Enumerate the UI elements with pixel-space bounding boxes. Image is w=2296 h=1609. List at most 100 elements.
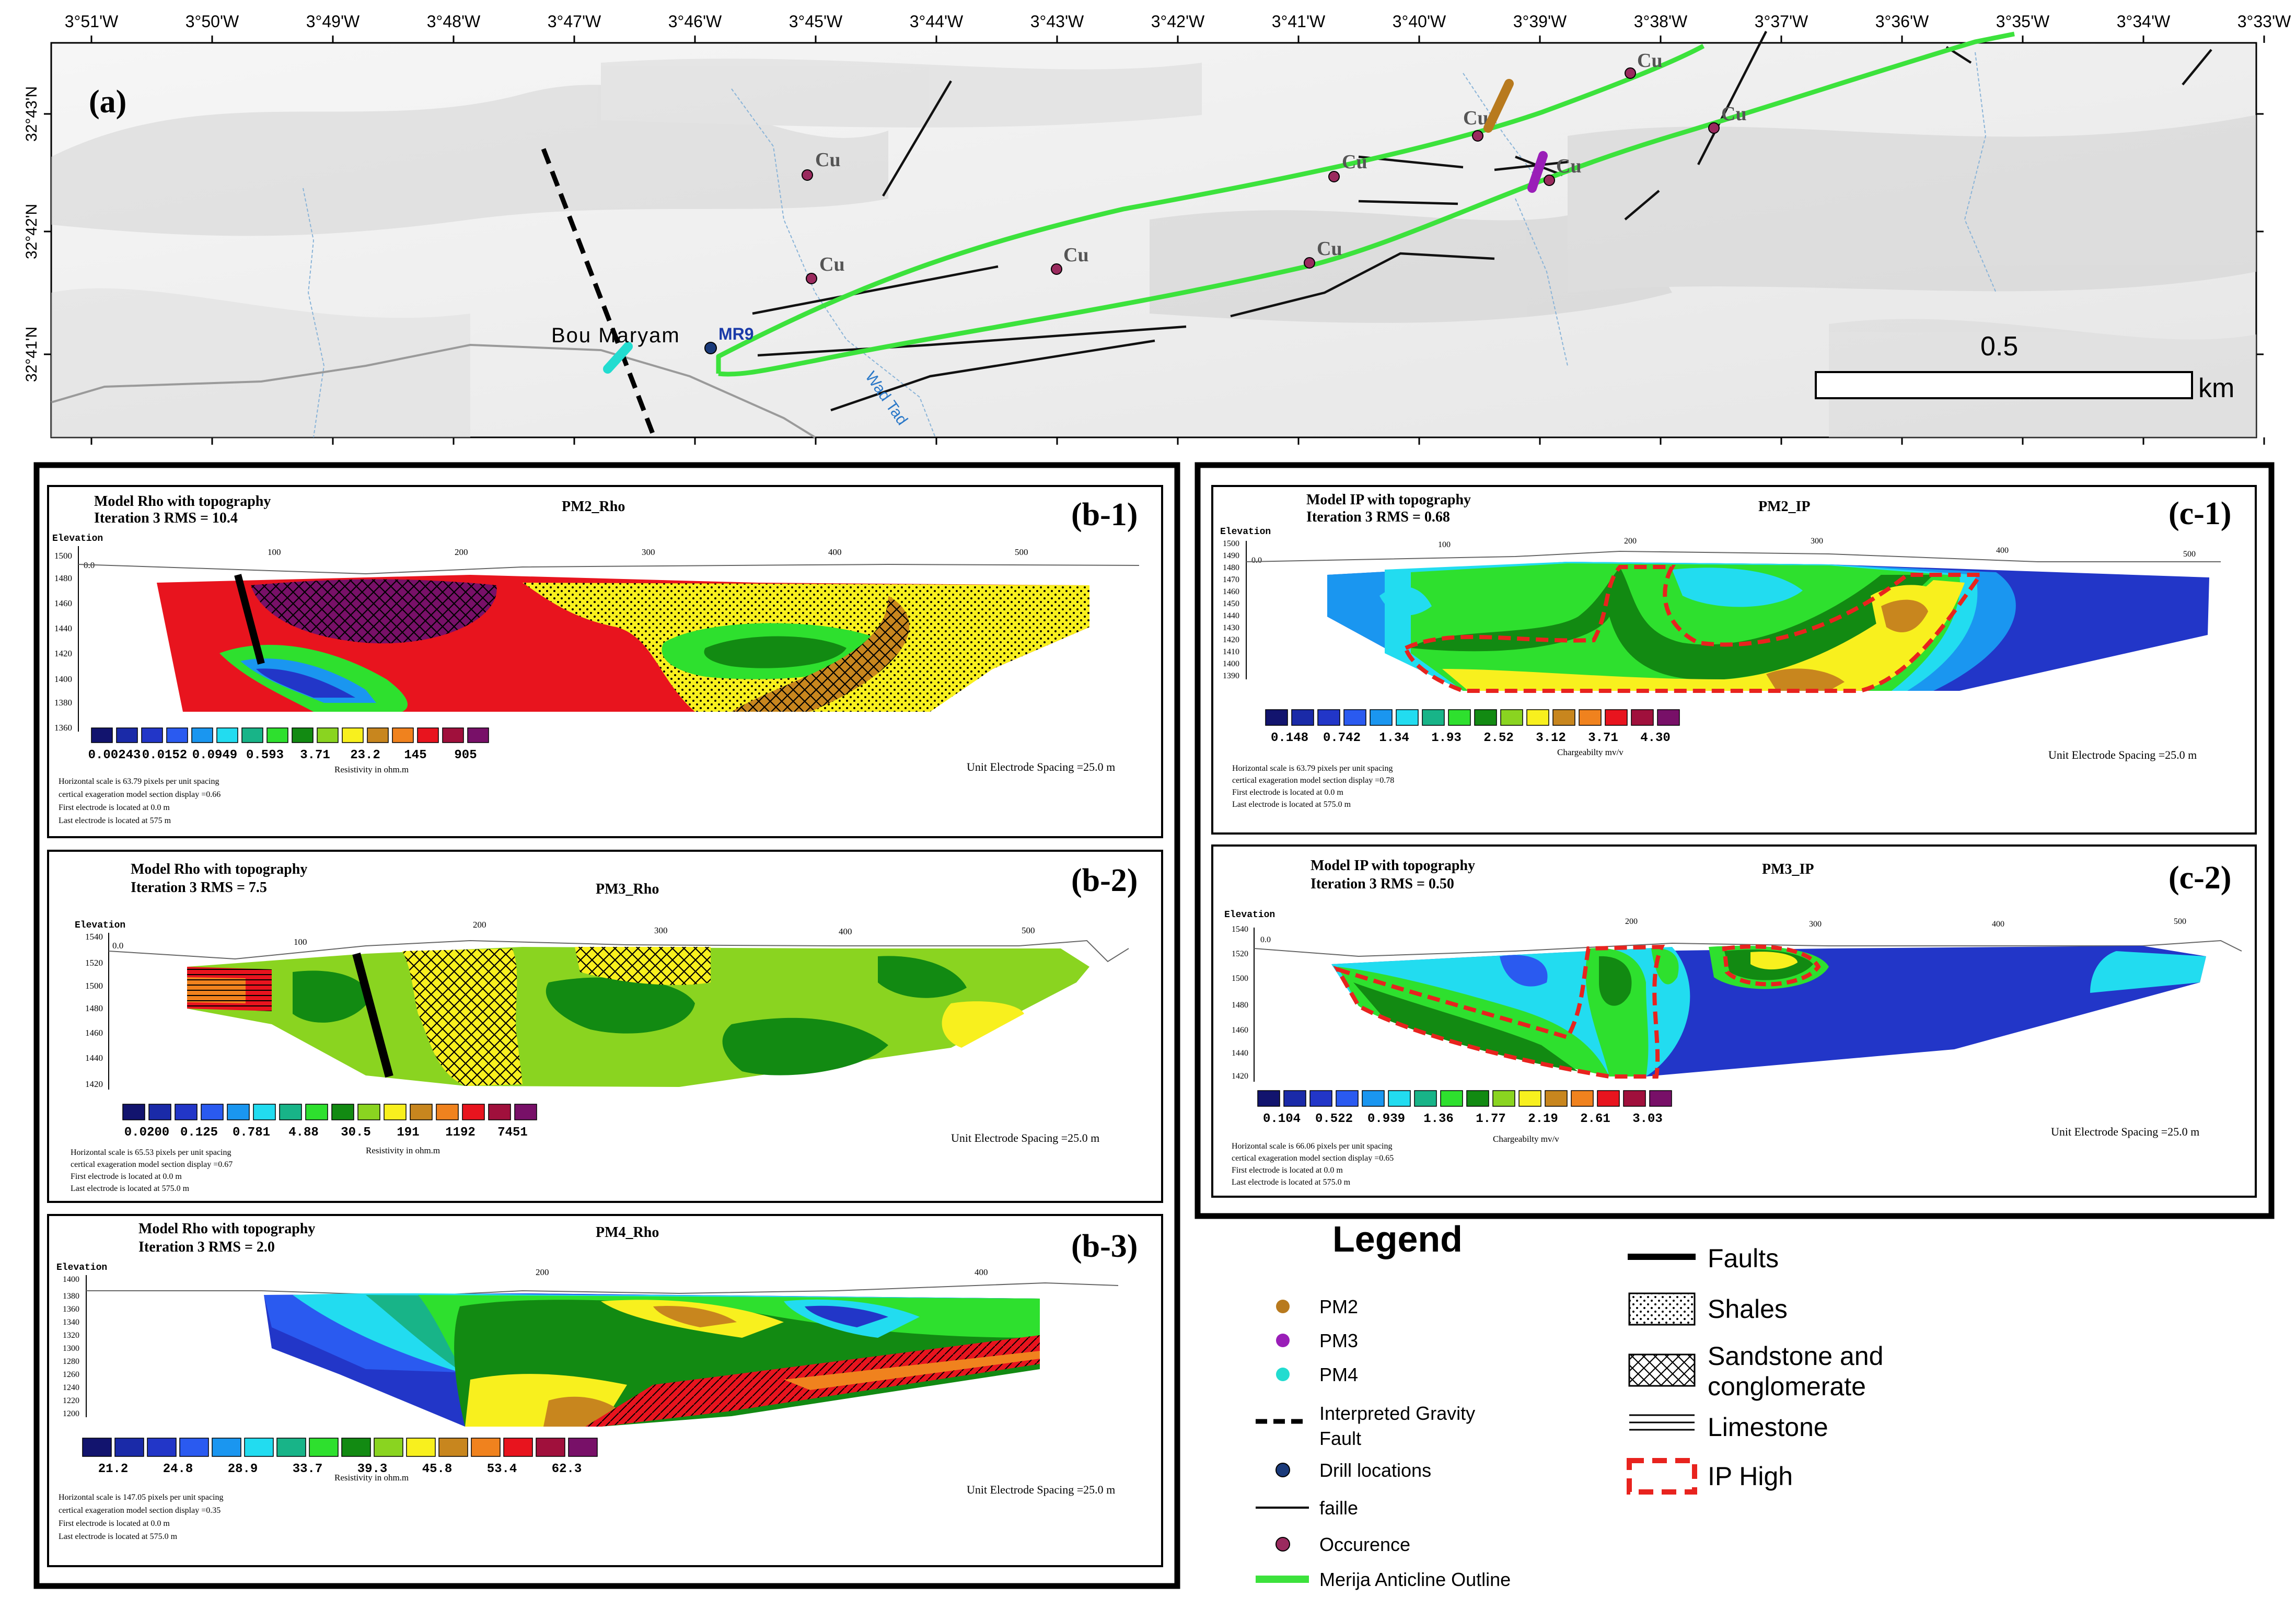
scale-swatch <box>276 1438 306 1457</box>
panel-iteration: Iteration 3 RMS = 10.4 <box>94 510 238 526</box>
scale-value: 7451 <box>497 1126 528 1140</box>
scale-value: 3.12 <box>1536 731 1566 745</box>
scale-swatch <box>374 1438 403 1457</box>
elev-tick: 1500 <box>1232 974 1248 983</box>
scale-swatch <box>417 727 439 743</box>
elev-tick: 1470 <box>1223 575 1239 584</box>
scale-swatch <box>122 1104 145 1120</box>
note-line: certical exageration model section displ… <box>1232 776 1394 785</box>
elevation-axis: 1500 1480 1460 1440 1420 1400 1380 1360 <box>54 546 79 733</box>
scale-swatch <box>331 1104 354 1120</box>
lon-tick-label: 3°44'W <box>910 12 964 31</box>
color-scale: 0.148 0.742 1.34 1.93 2.52 3.12 3.71 4.30 <box>1265 709 1680 745</box>
scale-swatch <box>201 1104 224 1120</box>
map-panel-label: (a) <box>89 84 126 120</box>
note-line: First electrode is located at 0.0 m <box>59 803 170 812</box>
scale-swatch <box>309 1438 339 1457</box>
note-line: certical exageration model section displ… <box>59 1506 221 1515</box>
scale-value: 24.8 <box>163 1462 193 1476</box>
panel-c-2: Model IP with topography Iteration 3 RMS… <box>1211 844 2257 1198</box>
dist-tick: 100 <box>1438 540 1451 549</box>
scale-swatch <box>317 727 339 743</box>
longitude-ticks: 3°51'W 3°50'W 3°49'W 3°48'W 3°47'W 3°46'W 3°45… <box>65 12 2291 445</box>
note-line: certical exageration model section displ… <box>71 1160 233 1169</box>
topography-line <box>108 940 1129 963</box>
dist-tick: 0.0 <box>1251 556 1262 565</box>
scale-swatch <box>342 727 364 743</box>
scale-swatch <box>367 727 389 743</box>
scale-value: 145 <box>404 748 426 762</box>
profile-pm3-line <box>1527 151 1548 193</box>
elev-tick: 1440 <box>85 1053 103 1063</box>
scale-swatch <box>1466 1090 1489 1107</box>
cu-label: Cu <box>815 149 841 171</box>
elev-tick: 1400 <box>63 1275 79 1284</box>
scale-value: 1.77 <box>1476 1112 1506 1126</box>
road <box>51 343 816 438</box>
scale-unit-label: Resistivity in ohm.m <box>334 765 409 774</box>
legend-label: Drill locations <box>1319 1460 1431 1481</box>
legend-shales: Shales <box>1628 1292 1788 1326</box>
panel-header: Model Rho with topography <box>138 1221 315 1237</box>
lon-tick-label: 3°48'W <box>427 12 481 31</box>
scale-swatch <box>1396 709 1419 726</box>
dist-tick: 100 <box>268 547 281 557</box>
rho-section <box>157 574 1089 712</box>
lon-tick-label: 3°38'W <box>1634 12 1688 31</box>
lon-tick-label: 3°40'W <box>1393 12 1446 31</box>
elev-tick: 1380 <box>54 698 72 708</box>
scale-value: 62.3 <box>552 1462 582 1476</box>
topography-line <box>1246 550 2221 562</box>
elev-tick: 1460 <box>1232 1026 1248 1035</box>
scale-swatch <box>147 1438 177 1457</box>
scale-unit-label: Chargeabilty mv/v <box>1557 747 1624 757</box>
lon-tick-label: 3°39'W <box>1513 12 1567 31</box>
topography-line <box>86 1282 1119 1297</box>
scale-swatch <box>1579 709 1602 726</box>
scale-value: 1.34 <box>1379 731 1409 745</box>
scale-swatch <box>1265 709 1288 726</box>
legend-label: PM4 <box>1319 1364 1358 1385</box>
dist-tick: 200 <box>1624 537 1637 546</box>
cu-occurrence: Cu <box>1051 244 1089 275</box>
lon-tick-label: 3°47'W <box>548 12 601 31</box>
color-scale: 0.104 0.522 0.939 1.36 1.77 2.19 2.61 3.03 <box>1257 1090 1672 1126</box>
elevation-axis: 1400 1380 1360 1340 1320 1300 1280 1260 … <box>63 1275 87 1418</box>
elev-tick: 1520 <box>1232 950 1248 958</box>
note-line: Last electrode is located at 575.0 m <box>1232 800 1351 809</box>
scale-swatch <box>392 727 414 743</box>
scale-swatch <box>471 1438 501 1457</box>
panel-label: (b-1) <box>1071 497 1138 533</box>
scale-swatch <box>1526 709 1549 726</box>
elev-tick: 1480 <box>1223 563 1239 572</box>
scale-swatch <box>82 1438 112 1457</box>
scale-swatch <box>1649 1090 1672 1107</box>
lon-tick-label: 3°43'W <box>1030 12 1084 31</box>
elev-tick: 1480 <box>85 1003 103 1013</box>
legend-label: Sandstone and <box>1708 1341 1883 1371</box>
cu-label: Cu <box>1721 103 1747 125</box>
scale-value: 0.593 <box>246 748 284 762</box>
panel-iteration: Iteration 3 RMS = 0.50 <box>1311 876 1454 892</box>
cu-label: Cu <box>1063 244 1089 266</box>
elev-tick: 1500 <box>85 981 103 991</box>
panel-c-1: Model IP with topography Iteration 3 RMS… <box>1211 485 2257 835</box>
dist-tick: 500 <box>1022 925 1035 935</box>
scale-swatch <box>406 1438 436 1457</box>
elevation-label: Elevation <box>56 1263 107 1273</box>
lon-tick-label: 3°46'W <box>668 12 722 31</box>
elev-tick: 1440 <box>54 623 72 633</box>
scale-value: 0.742 <box>1323 731 1361 745</box>
dist-tick: 100 <box>294 937 307 947</box>
elev-tick: 1420 <box>1223 635 1239 644</box>
scale-value: 45.8 <box>422 1462 453 1476</box>
color-scale: 21.2 24.8 28.9 33.7 39.3 45.8 53.4 62.3 <box>82 1438 598 1476</box>
legend-item-gravity-fault: Interpreted Gravity Fault <box>1256 1403 1475 1449</box>
dist-tick: 200 <box>455 547 468 557</box>
legend-label: PM2 <box>1319 1296 1358 1317</box>
electrode-spacing: Unit Electrode Spacing =25.0 m <box>951 1131 1099 1144</box>
note-line: Horizontal scale is 63.79 pixels per uni… <box>1232 764 1393 773</box>
scale-swatch <box>1336 1090 1359 1107</box>
elev-tick: 1420 <box>85 1079 103 1089</box>
